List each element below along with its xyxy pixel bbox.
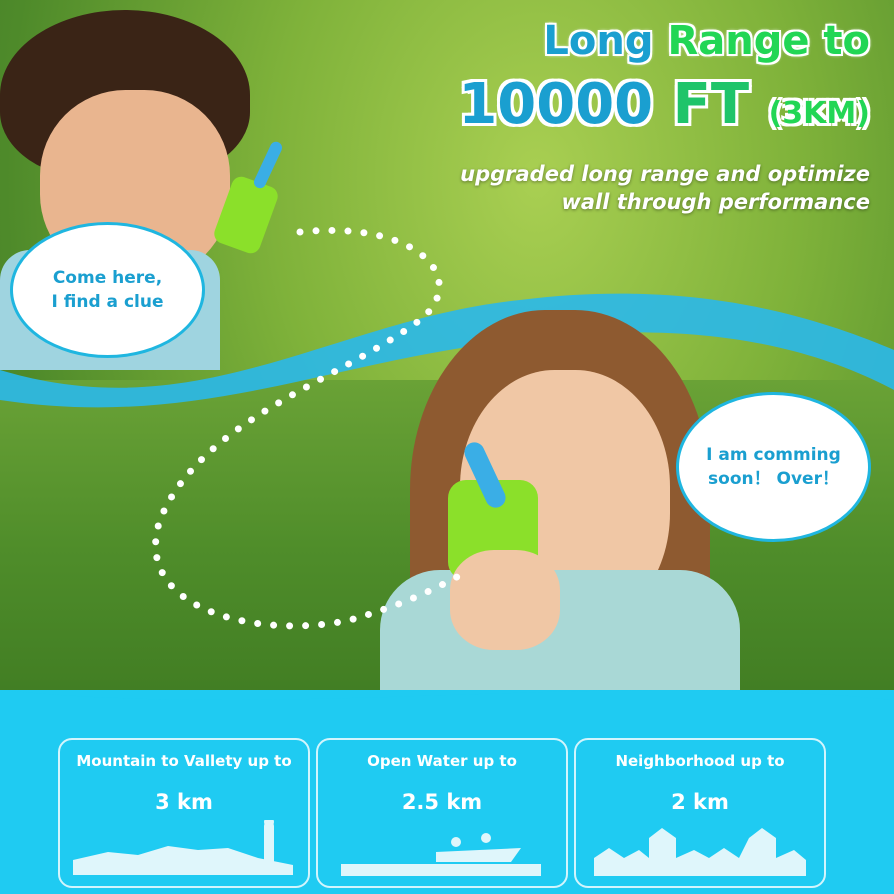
subtitle: upgraded long range and optimize wall thr… (460, 162, 870, 214)
range-card-water: Open Water up to 2.5 km (316, 738, 568, 888)
boat-water-icon (341, 833, 541, 876)
range-card-mountain: Mountain to Vallety up to 3 km (58, 738, 310, 888)
range-card-neighborhood: Neighborhood up to 2 km (574, 738, 826, 888)
panel-wave (0, 690, 894, 720)
headline-line2: 10000 FT (3KM) (458, 72, 870, 137)
speech-bubble-boy: Come here, I find a clue (10, 222, 205, 358)
speech-bubble-girl: I am comming soon！ Over！ (676, 392, 871, 542)
blue-wave (0, 293, 894, 408)
girl-photo (370, 310, 740, 710)
headline-line1: Long Range to (543, 18, 870, 64)
mountain-hiker-icon (73, 820, 293, 875)
houses-icon (594, 828, 806, 876)
